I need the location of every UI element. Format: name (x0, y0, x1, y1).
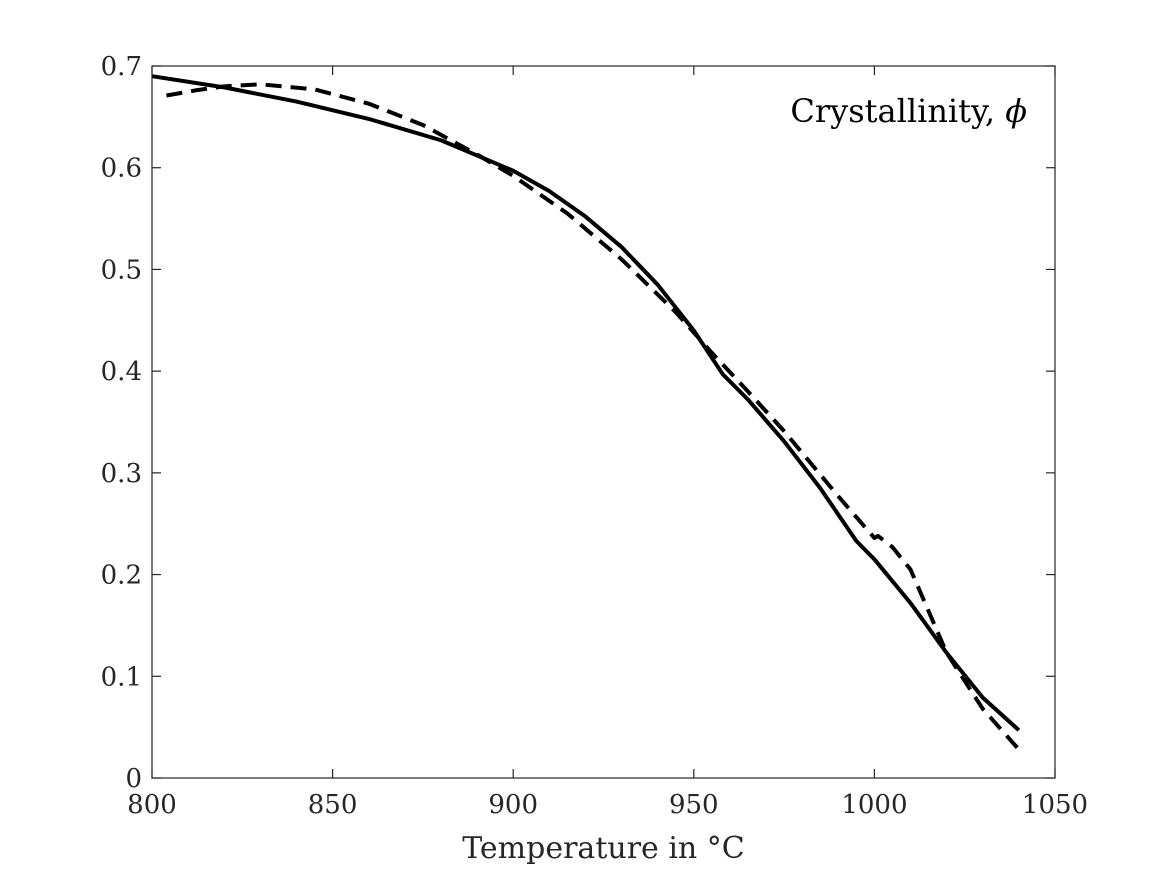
y-tick-label: 0.1 (101, 662, 142, 692)
crystallinity-annotation: Crystallinity, ϕ (790, 92, 1027, 130)
series-line-dashed (166, 82, 1021, 751)
annotation-symbol: ϕ (1005, 92, 1027, 130)
x-tick-label: 850 (308, 790, 358, 820)
x-tick-label: 900 (488, 790, 538, 820)
x-tick-label: 1050 (1022, 790, 1088, 820)
annotation-label: Crystallinity, (790, 92, 1005, 130)
y-tick-label: 0.2 (101, 561, 142, 591)
y-tick-label: 0.6 (101, 154, 142, 184)
series-layer (151, 74, 1021, 751)
y-tick-label: 0.5 (101, 255, 142, 285)
x-tick-label: 950 (669, 790, 719, 820)
plot-area-frame (151, 65, 1056, 779)
y-tick-label: 0.7 (101, 52, 142, 82)
x-tick-label: 800 (127, 790, 177, 820)
x-tick-label: 1000 (841, 790, 907, 820)
tick-layer: 800 850 900 950 1000 1050 0 0.1 0.2 0.3 0.4 0.5 0.6 0… (101, 52, 1088, 820)
x-axis-label: Temperature in °C (462, 831, 744, 866)
y-tick-label: 0.3 (101, 459, 142, 489)
y-tick-label: 0.4 (101, 357, 142, 387)
y-tick-label: 0 (125, 764, 142, 794)
